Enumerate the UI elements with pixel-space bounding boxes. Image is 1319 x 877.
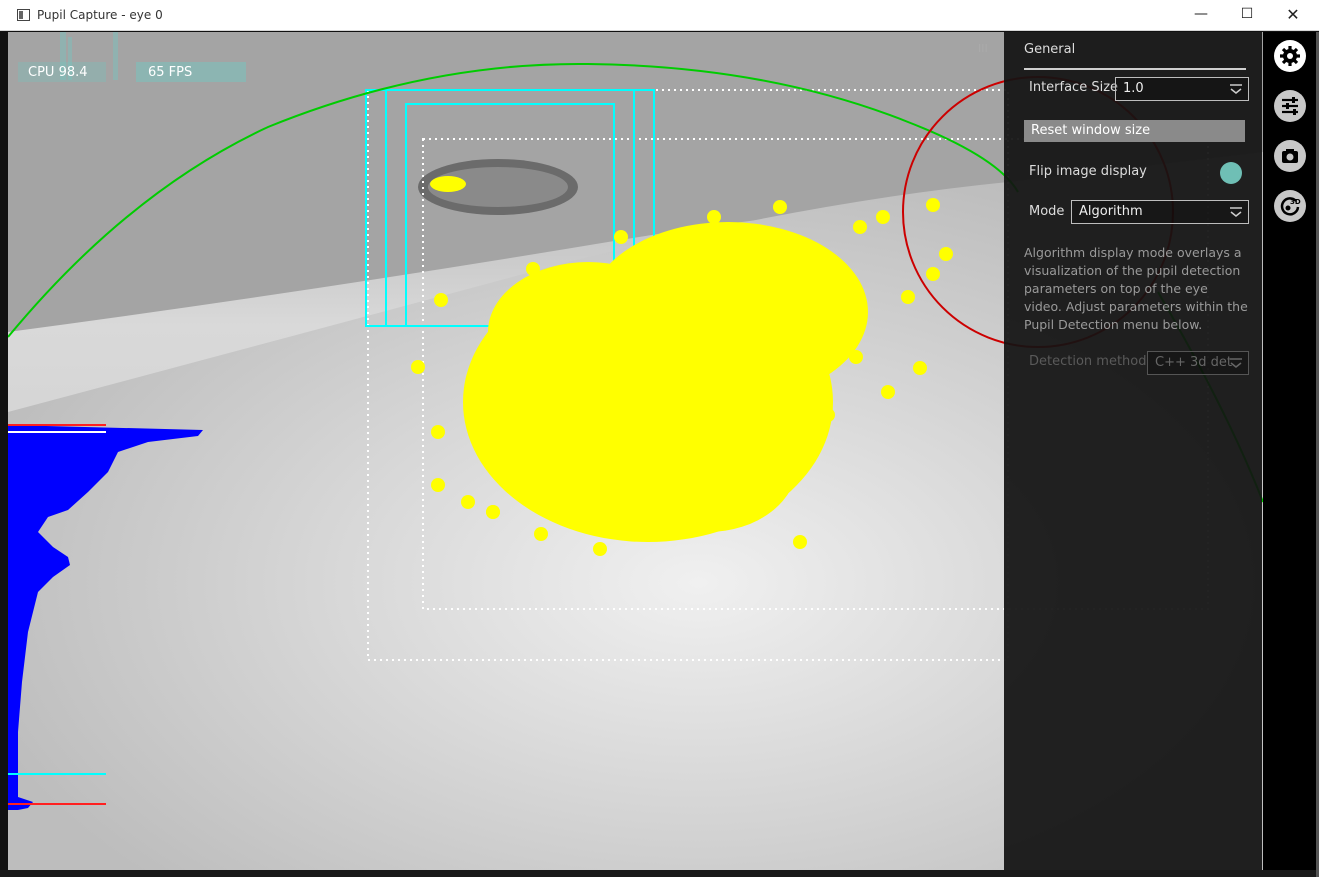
histogram-plot	[8, 425, 203, 810]
interface-size-value: 1.0	[1123, 81, 1144, 96]
cpu-label: CPU 98.4	[28, 65, 88, 80]
chevron-down-icon	[1230, 84, 1242, 94]
flip-image-toggle[interactable]	[1220, 162, 1242, 184]
gear-icon	[1280, 46, 1300, 66]
pupil-detector-3d-button[interactable]: 3D	[1274, 190, 1306, 222]
window-edge	[1316, 32, 1319, 877]
minimize-button[interactable]: —	[1194, 6, 1208, 22]
title-bar: Pupil Capture - eye 0 — ☐ ✕	[0, 0, 1319, 31]
mode-description: Algorithm display mode overlays a visual…	[1024, 245, 1248, 332]
pupil-3d-icon: 3D	[1280, 197, 1301, 216]
detection-method-label: Detection method	[1029, 354, 1147, 369]
close-button[interactable]: ✕	[1286, 5, 1300, 24]
detection-method-select[interactable]: C++ 3d det	[1147, 351, 1249, 375]
maximize-button[interactable]: ☐	[1240, 6, 1254, 22]
title-divider	[1024, 68, 1246, 70]
svg-text:3D: 3D	[1290, 198, 1301, 206]
chevron-down-icon	[1230, 207, 1242, 217]
general-settings-panel: General Interface Size 1.0 Reset window …	[1004, 32, 1262, 870]
general-settings-button[interactable]	[1274, 40, 1306, 72]
pupil-highlight	[430, 176, 466, 192]
camera-icon	[1282, 149, 1298, 163]
window-title: Pupil Capture - eye 0	[37, 8, 163, 22]
flip-image-label: Flip image display	[1029, 164, 1147, 179]
plugin-manager-button[interactable]	[1274, 90, 1306, 122]
mode-value: Algorithm	[1079, 204, 1143, 219]
sidebar-resize-handle[interactable]: III	[978, 42, 988, 55]
interface-size-select[interactable]: 1.0	[1115, 77, 1249, 101]
chevron-down-icon	[1230, 358, 1242, 368]
mode-select[interactable]: Algorithm	[1071, 200, 1249, 224]
app-icon	[17, 9, 30, 21]
menu-icon-bar: 3D	[1263, 32, 1316, 870]
panel-title: General	[1024, 42, 1076, 57]
sliders-icon	[1282, 97, 1298, 115]
pupil-candidate-cloud	[411, 198, 953, 556]
window-bottom-edge	[0, 870, 1316, 877]
fps-graph	[136, 62, 246, 82]
mode-label: Mode	[1029, 204, 1065, 219]
reset-window-size-button[interactable]: Reset window size	[1024, 120, 1245, 142]
fps-label: 65 FPS	[148, 65, 193, 80]
interface-size-label: Interface Size	[1029, 80, 1119, 95]
cpu-graph	[18, 62, 106, 82]
detection-method-value: C++ 3d det	[1155, 355, 1232, 370]
camera-settings-button[interactable]	[1274, 140, 1306, 172]
